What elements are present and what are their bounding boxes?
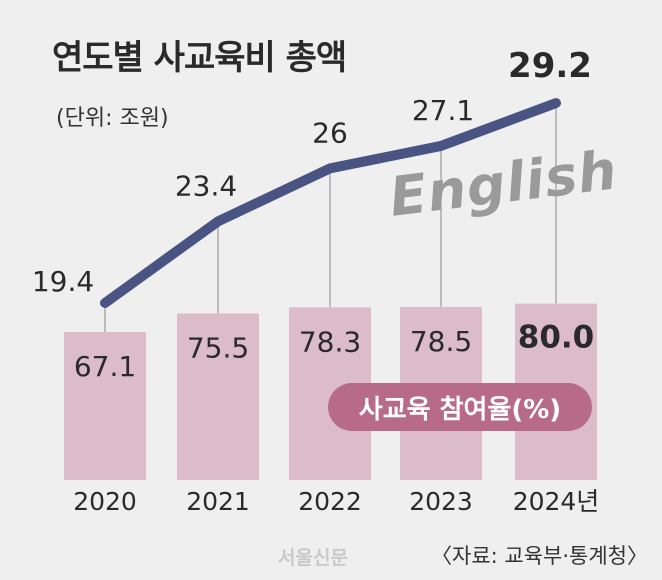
source-credit: 〈자료: 교육부·통계청〉 [431,544,648,568]
line-value-label: 27.1 [412,94,474,127]
bar-value-label: 78.5 [410,325,472,358]
line-value-label: 29.2 [508,46,592,86]
x-tick-label: 2022 [298,487,362,516]
unit-label: (단위: 조원) [56,106,169,131]
participation-bar [177,313,259,480]
bar-value-label: 67.1 [74,350,136,383]
x-tick-label: 2020 [73,487,137,516]
bar-value-label: 78.3 [299,325,361,358]
x-tick-label: 2024년 [513,487,600,516]
spending-line [100,98,561,308]
x-tick-label: 2021 [186,487,250,516]
bar-value-label: 75.5 [187,332,249,365]
legend-participation-rate: 사교육 참여율(%) [328,383,592,431]
participation-bar [64,332,146,480]
line-value-label: 26 [312,116,348,149]
line-value-label: 23.4 [175,169,237,202]
chart-title: 연도별 사교육비 총액 [52,38,347,78]
x-tick-label: 2023 [409,487,473,516]
line-value-label: 19.4 [32,265,94,298]
publisher-watermark: 서울신문 [278,547,348,569]
bar-value-label: 80.0 [518,320,595,356]
